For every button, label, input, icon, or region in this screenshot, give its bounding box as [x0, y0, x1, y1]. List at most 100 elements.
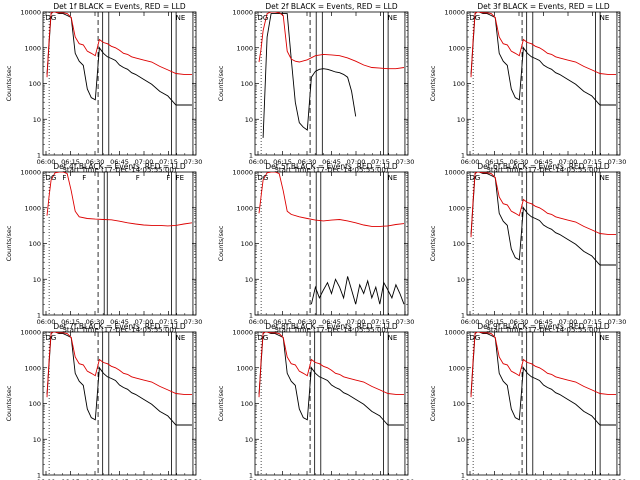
region-label: F	[62, 174, 66, 182]
x-tick-label: 07:15	[371, 318, 390, 326]
region-label: DG	[470, 14, 481, 22]
y-tick-label: 10	[245, 276, 253, 284]
y-axis-label: Counts/sec	[5, 65, 13, 101]
plot-frame	[466, 171, 621, 316]
region-label: DG	[46, 334, 57, 342]
x-tick-label: 06:00	[249, 158, 268, 166]
plot-frame	[466, 331, 621, 476]
series-events-line	[310, 276, 405, 305]
y-tick-label: 10	[33, 436, 41, 444]
y-tick-label: 10	[33, 116, 41, 124]
y-tick-label: 1	[37, 152, 41, 160]
y-axis-label: Counts/sec	[429, 65, 437, 101]
panel-det-1: Det 1f BLACK = Events, RED = LLD 1 10 100 10…	[5, 2, 202, 174]
plot-area	[258, 172, 408, 315]
region-label: DG	[470, 334, 481, 342]
y-tick-label: 10000	[232, 169, 253, 177]
x-tick-label: 07:15	[159, 158, 178, 166]
panel-det-4: Det 4f BLACK = Events, RED = LLD 1 10 100 10…	[5, 162, 202, 334]
x-tick-label: 06:30	[510, 318, 529, 326]
plot-area	[470, 332, 620, 475]
y-tick-label: 1	[249, 472, 253, 480]
series-lld-line	[46, 12, 192, 78]
plot-frame	[254, 331, 409, 476]
x-axis-label: Start Time (17-Dec-14 05:55:00)	[274, 166, 388, 174]
panel-title: Det 6f BLACK = Events, RED = LLD	[477, 162, 610, 171]
x-tick-label: 06:30	[298, 158, 317, 166]
y-tick-label: 1000	[448, 204, 465, 212]
y-axis-label: Counts/sec	[217, 385, 225, 421]
y-tick-label: 100	[29, 80, 41, 88]
y-tick-label: 10000	[232, 329, 253, 337]
x-tick-label: 07:15	[159, 318, 178, 326]
panel-title: Det 1f BLACK = Events, RED = LLD	[53, 2, 186, 11]
y-tick-label: 100	[453, 240, 465, 248]
series-lld-line	[258, 172, 405, 227]
region-label: NE	[600, 14, 610, 22]
series-events-line	[470, 12, 616, 106]
y-tick-label: 1	[249, 152, 253, 160]
x-tick-label: 06:45	[534, 318, 553, 326]
region-label: FE	[176, 174, 184, 182]
y-axis-label: Counts/sec	[5, 385, 13, 421]
y-tick-label: 1	[461, 152, 465, 160]
panel-title: Det 5f BLACK = Events, RED = LLD	[265, 162, 398, 171]
x-tick-label: 06:15	[61, 478, 80, 480]
x-axis-label: Start Time (17-Dec-14 05:55:00)	[274, 326, 388, 334]
y-tick-label: 10000	[20, 9, 41, 17]
x-tick-label: 06:30	[510, 478, 529, 480]
series-events-line	[470, 332, 616, 426]
x-tick-label: 06:00	[37, 158, 56, 166]
y-tick-label: 10000	[232, 9, 253, 17]
plot-area	[470, 12, 620, 155]
plot-area	[46, 12, 196, 155]
x-tick-label: 06:45	[110, 158, 129, 166]
series-lld-line	[470, 332, 616, 398]
region-label: F	[82, 174, 86, 182]
y-tick-label: 1000	[448, 364, 465, 372]
region-label: DG	[258, 14, 269, 22]
x-tick-label: 07:15	[371, 478, 390, 480]
x-tick-label: 06:15	[273, 318, 292, 326]
region-label: NE	[176, 334, 186, 342]
plot-area	[46, 332, 196, 475]
y-tick-label: 100	[29, 400, 41, 408]
y-tick-label: 1	[461, 472, 465, 480]
x-tick-label: 06:00	[461, 318, 480, 326]
region-label: NE	[388, 334, 398, 342]
plot-area	[470, 172, 620, 315]
x-tick-label: 07:00	[559, 478, 578, 480]
region-label: NE	[600, 334, 610, 342]
x-tick-label: 06:00	[249, 318, 268, 326]
panel-det-5: Det 5f BLACK = Events, RED = LLD 1 10 100 10…	[217, 162, 414, 334]
y-tick-label: 10	[245, 436, 253, 444]
x-axis-label: Start Time (17-Dec-14 05:55:00)	[486, 326, 600, 334]
series-lld-line	[258, 332, 404, 398]
region-label: DG	[258, 334, 269, 342]
x-axis-label: Start Time (17-Dec-14 05:55:00)	[62, 326, 176, 334]
x-tick-label: 06:30	[86, 478, 105, 480]
y-tick-label: 10	[33, 276, 41, 284]
series-lld-line	[258, 12, 405, 70]
x-axis-label: Start Time (17-Dec-14 05:55:00)	[486, 166, 600, 174]
x-tick-label: 06:00	[249, 478, 268, 480]
y-tick-label: 1	[461, 312, 465, 320]
x-tick-label: 06:00	[37, 318, 56, 326]
y-tick-label: 1	[37, 312, 41, 320]
plot-frame	[42, 171, 197, 316]
series-events-line	[470, 172, 616, 266]
panel-det-8: Det 8f BLACK = Events, RED = LLD 1 10 100 10…	[217, 322, 414, 480]
region-label: DG	[470, 174, 481, 182]
y-tick-label: 100	[453, 400, 465, 408]
x-tick-label: 06:15	[485, 158, 504, 166]
series-lld-line	[46, 172, 193, 227]
series-lld-line	[46, 332, 192, 398]
x-tick-label: 07:00	[135, 478, 154, 480]
y-tick-label: 100	[241, 400, 253, 408]
panel-title: Det 9f BLACK = Events, RED = LLD	[477, 322, 610, 331]
x-tick-label: 06:45	[110, 318, 129, 326]
x-tick-label: 07:15	[583, 158, 602, 166]
x-tick-label: 06:15	[61, 158, 80, 166]
region-label: F	[166, 174, 170, 182]
x-axis-label: Start Time (17-Dec-14 05:55:00)	[62, 166, 176, 174]
